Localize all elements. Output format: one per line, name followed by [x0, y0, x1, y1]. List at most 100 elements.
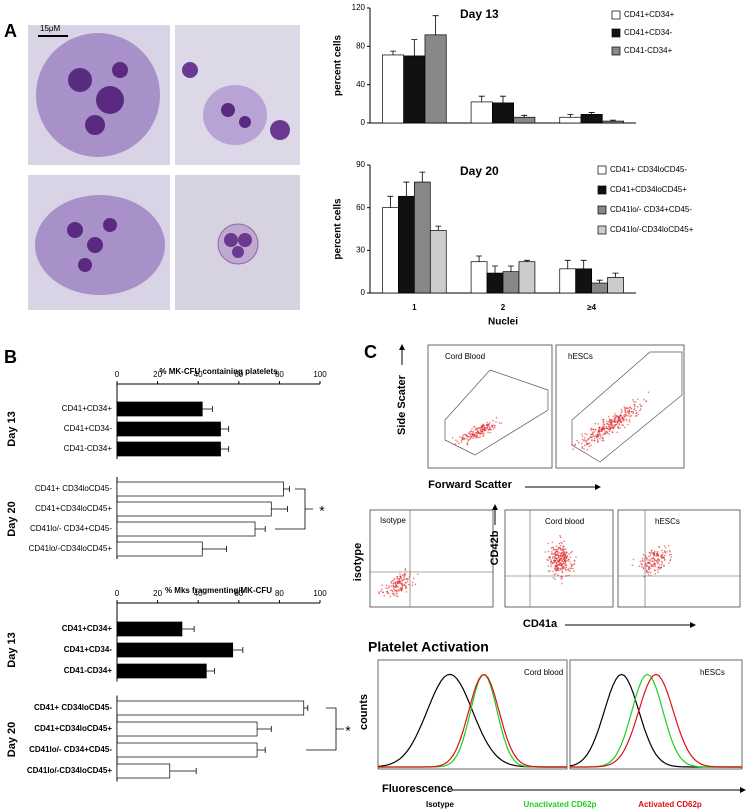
event-dot	[653, 562, 655, 565]
event-dot	[562, 548, 565, 551]
event-dot	[561, 559, 563, 562]
event-dot	[463, 437, 466, 440]
event-dot	[612, 427, 615, 429]
event-dot	[650, 549, 653, 552]
event-dot	[585, 439, 588, 442]
event-dot	[566, 554, 568, 557]
error-bar	[255, 526, 266, 532]
event-dot	[553, 559, 555, 562]
event-dot	[648, 555, 650, 558]
legend-label: CD41+ CD34loCD45-	[610, 165, 687, 174]
event-dot	[621, 421, 623, 423]
scatter-plot	[427, 344, 553, 469]
legend-label: Unactivated CD62p	[524, 800, 597, 809]
event-dot	[609, 421, 612, 424]
event-dot	[643, 398, 645, 401]
bar	[382, 54, 405, 124]
event-dot	[465, 434, 467, 437]
event-dot	[623, 426, 626, 429]
event-dot	[560, 557, 562, 559]
event-dot	[564, 556, 566, 559]
event-dot	[647, 567, 650, 569]
event-dot	[614, 412, 616, 415]
event-dot	[557, 560, 559, 562]
event-dot	[559, 536, 562, 539]
category-label: CD41+ CD34loCD45-	[34, 703, 112, 712]
event-dot	[476, 435, 478, 438]
event-dot	[485, 427, 488, 430]
x-tick-label: 20	[153, 370, 162, 379]
event-dot	[614, 415, 616, 417]
event-dot	[572, 448, 575, 450]
event-dot	[569, 556, 572, 559]
event-dot	[475, 437, 477, 439]
event-dot	[646, 559, 648, 561]
event-dot	[572, 570, 575, 572]
event-dot	[547, 570, 550, 573]
scale-bar: 15μM	[40, 24, 61, 33]
event-dot	[652, 556, 655, 559]
event-dot	[452, 437, 454, 439]
event-dot	[401, 579, 403, 582]
event-dot	[398, 589, 401, 592]
event-dot	[416, 573, 419, 575]
significance-bracket	[306, 707, 344, 751]
bar	[398, 195, 415, 294]
event-dot	[644, 564, 646, 566]
event-dot	[619, 420, 622, 422]
event-dot	[380, 590, 382, 593]
legend-label: Activated CD62p	[638, 800, 702, 809]
event-dot	[488, 422, 491, 424]
event-dot	[650, 551, 653, 554]
event-dot	[666, 550, 668, 553]
event-dot	[402, 574, 405, 576]
bar	[116, 521, 256, 537]
event-dot	[469, 435, 471, 438]
micrographs: 15μM	[28, 24, 300, 310]
error-bar	[432, 15, 439, 35]
event-dot	[643, 575, 645, 578]
event-dot	[559, 547, 562, 550]
legend-swatch	[597, 225, 607, 235]
event-dot	[479, 435, 481, 438]
bar	[424, 34, 447, 124]
event-dot	[625, 414, 628, 417]
event-dot	[489, 427, 491, 429]
event-dot	[413, 577, 415, 580]
event-dot	[603, 424, 606, 427]
event-dot	[620, 411, 622, 414]
event-dot	[573, 559, 576, 562]
event-dot	[394, 589, 396, 591]
event-dot	[562, 565, 565, 567]
event-dot	[616, 425, 619, 428]
event-dot	[621, 417, 624, 420]
event-dot	[556, 569, 558, 572]
axis-label: Forward Scatter	[428, 479, 512, 491]
event-dot	[549, 558, 552, 561]
event-dot	[653, 550, 656, 553]
event-dot	[668, 549, 671, 552]
event-dot	[608, 418, 611, 420]
event-dot	[393, 582, 395, 585]
error-bar	[403, 181, 410, 197]
event-dot	[634, 415, 637, 417]
event-dot	[551, 541, 554, 544]
event-dot	[404, 568, 407, 570]
y-tick-label: 60	[356, 203, 365, 212]
event-dot	[560, 541, 562, 544]
event-dot	[653, 552, 655, 554]
bar	[413, 181, 431, 294]
event-dot	[638, 565, 641, 568]
event-dot	[625, 418, 627, 420]
event-dot	[548, 556, 550, 559]
event-dot	[407, 578, 409, 581]
event-dot	[602, 421, 605, 423]
event-dot	[481, 428, 484, 431]
event-dot	[409, 573, 411, 576]
event-dot	[560, 582, 563, 585]
event-dot	[606, 427, 608, 430]
event-dot	[559, 545, 562, 547]
event-dot	[598, 426, 601, 428]
event-dot	[644, 556, 647, 558]
error-bar	[609, 119, 616, 122]
